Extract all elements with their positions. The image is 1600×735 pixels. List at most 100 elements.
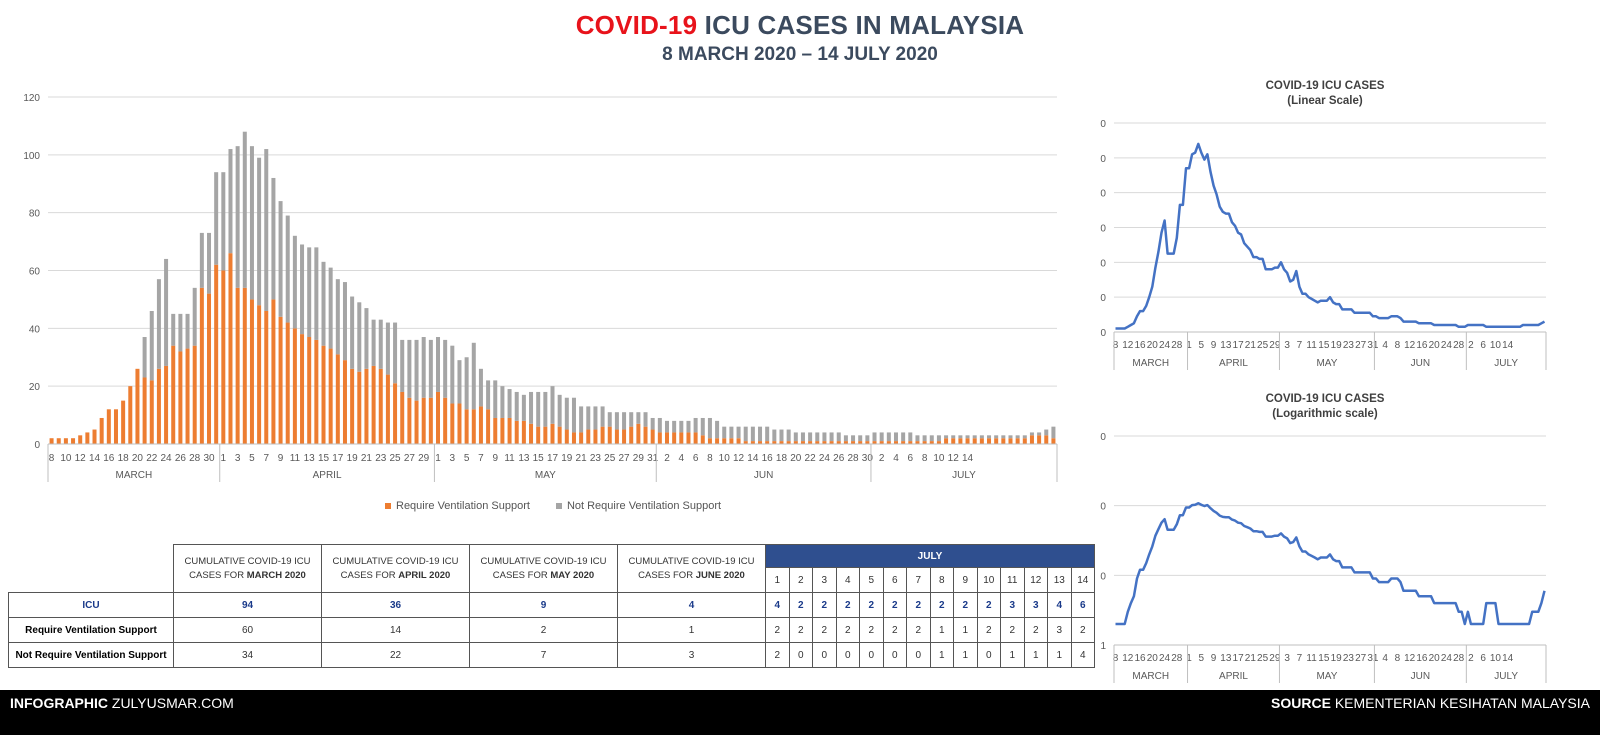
table-cell: 0 xyxy=(906,642,931,668)
bar-not-require xyxy=(371,319,376,366)
x-tick-label: 10 xyxy=(1490,340,1502,351)
table-cell: 7 xyxy=(469,642,618,668)
bar-require xyxy=(264,310,269,444)
header-april: CUMULATIVE COVID-19 ICU CASES FOR APRIL … xyxy=(321,544,470,593)
x-tick-label: 5 xyxy=(249,453,255,464)
x-tick-label: 24 xyxy=(1441,340,1453,351)
header-june: CUMULATIVE COVID-19 ICU CASES FOR JUNE 2… xyxy=(617,544,766,593)
bar-not-require xyxy=(557,394,562,427)
chart-subtitle: (Logarithmic scale) xyxy=(1272,408,1378,420)
x-tick-label: 19 xyxy=(1331,653,1343,664)
bar-require xyxy=(493,417,498,444)
bar-require xyxy=(765,441,770,444)
bar-require xyxy=(865,441,870,444)
table-row: ICU 94 36 9 4 4 2 2 2 2 2 2 2 2 2 3 3 4 6 xyxy=(8,592,1095,618)
table-cell: 0 xyxy=(788,642,813,668)
x-tick-label: 28 xyxy=(847,453,859,464)
table-cell: 0 xyxy=(835,642,860,668)
x-tick-label: 1 xyxy=(435,453,441,464)
table-cell: 4 xyxy=(617,592,766,618)
bar-not-require xyxy=(593,406,598,430)
bar-not-require xyxy=(650,417,655,430)
bar-not-require xyxy=(235,146,240,288)
bar-not-require xyxy=(207,232,212,294)
legend-swatch-require xyxy=(385,503,391,509)
bar-not-require xyxy=(693,417,698,433)
x-tick-label: 3 xyxy=(1284,340,1290,351)
bar-require xyxy=(529,423,534,444)
bar-not-require xyxy=(393,322,398,384)
bar-require xyxy=(385,374,390,444)
bar-not-require xyxy=(178,313,183,352)
x-tick-label: 26 xyxy=(175,453,187,464)
bar-not-require xyxy=(843,435,848,442)
bar-require xyxy=(71,438,76,444)
july-day-header: 12 xyxy=(1023,567,1048,593)
bar-require xyxy=(300,334,305,444)
bar-not-require xyxy=(271,177,276,300)
bar-not-require xyxy=(493,380,498,418)
x-tick-label: 25 xyxy=(1257,653,1269,664)
bar-not-require xyxy=(450,345,455,404)
table-cell: 4 xyxy=(765,592,790,618)
bar-require xyxy=(693,432,698,444)
y-tick-label: 10 xyxy=(1100,571,1106,582)
bar-require xyxy=(908,441,913,444)
bar-not-require xyxy=(357,302,362,372)
bar-require xyxy=(679,432,684,444)
x-tick-label: 18 xyxy=(776,453,788,464)
bar-not-require xyxy=(579,406,584,433)
x-tick-label: 15 xyxy=(1318,653,1330,664)
july-day-header: 9 xyxy=(953,567,978,593)
bar-not-require xyxy=(1051,426,1056,439)
bar-require xyxy=(457,403,462,444)
bar-require xyxy=(292,328,297,444)
bar-require xyxy=(421,397,426,444)
bar-not-require xyxy=(829,432,834,442)
x-tick-label: 14 xyxy=(962,453,974,464)
bar-not-require xyxy=(149,310,154,381)
bar-require xyxy=(686,432,691,444)
bar-require xyxy=(758,441,763,444)
bar-require xyxy=(851,441,856,444)
table-cell: 1 xyxy=(1000,642,1025,668)
bar-require xyxy=(944,438,949,444)
bar-require xyxy=(600,426,605,444)
bar-require xyxy=(63,438,68,444)
bar-not-require xyxy=(657,417,662,433)
table-cell: 3 xyxy=(1000,592,1025,618)
bar-require xyxy=(478,406,483,444)
bar-not-require xyxy=(922,435,927,442)
title-part2: ICU CASES IN MALAYSIA xyxy=(704,10,1025,40)
bar-not-require xyxy=(758,426,763,442)
bar-require xyxy=(214,264,219,444)
table-cell: 0 xyxy=(976,642,1001,668)
x-tick-label: 29 xyxy=(418,453,430,464)
y-tick-label: 20 xyxy=(1100,293,1106,304)
bar-require xyxy=(915,441,920,444)
bar-require xyxy=(99,417,104,444)
bar-require xyxy=(700,435,705,444)
bar-not-require xyxy=(507,389,512,418)
x-tick-label: 10 xyxy=(719,453,731,464)
y-tick-label: 20 xyxy=(29,382,41,393)
bar-not-require xyxy=(550,386,555,424)
table-cell: 2 xyxy=(882,592,907,618)
x-tick-label: 27 xyxy=(1355,340,1367,351)
x-tick-label: 1 xyxy=(1186,653,1192,664)
chart-subtitle: (Linear Scale) xyxy=(1287,95,1363,107)
table-cell: 3 xyxy=(617,642,766,668)
x-tick-label: 21 xyxy=(1245,340,1257,351)
table-cell: 14 xyxy=(321,617,470,643)
bar-not-require xyxy=(586,406,591,430)
bar-not-require xyxy=(264,149,269,311)
x-tick-label: 29 xyxy=(1269,653,1281,664)
month-label: JULY xyxy=(1494,358,1518,369)
bar-not-require xyxy=(872,432,877,442)
x-tick-label: 27 xyxy=(1355,653,1367,664)
header-march: CUMULATIVE COVID-19 ICU CASES FOR MARCH … xyxy=(173,544,322,593)
x-tick-label: 31 xyxy=(1367,653,1379,664)
bar-require xyxy=(378,368,383,444)
month-label: APRIL xyxy=(1219,671,1248,682)
bar-require xyxy=(464,409,469,444)
